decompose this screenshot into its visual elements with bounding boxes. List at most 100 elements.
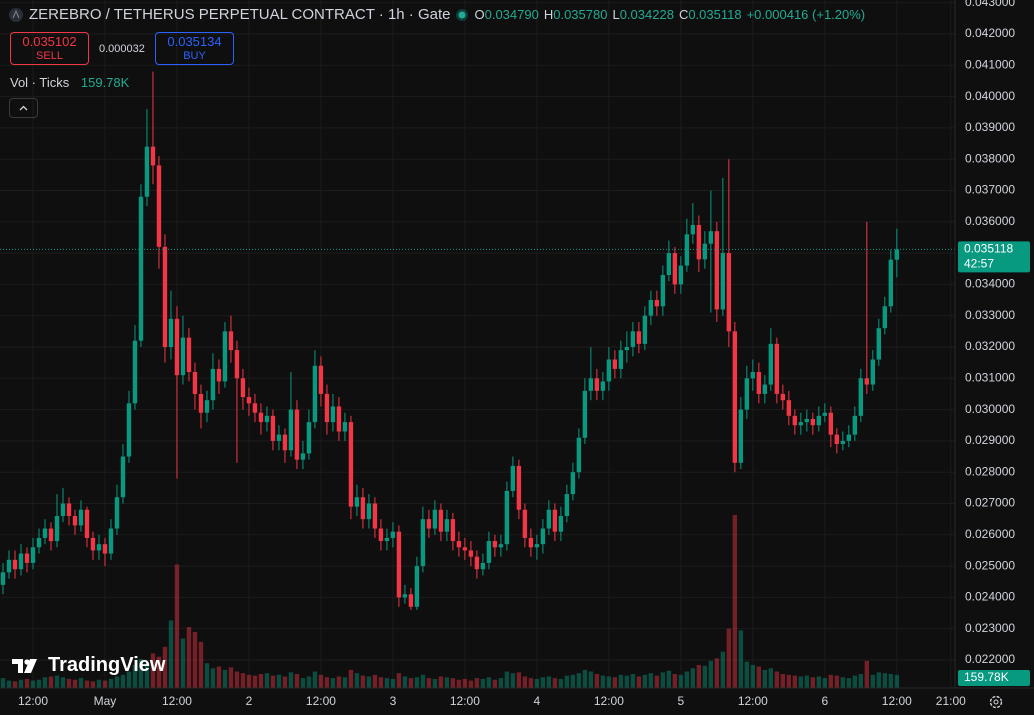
y-tick-label: 0.029000 [965,433,1015,447]
candle-body [876,328,882,360]
volume-bar [150,653,156,688]
candle-body [486,541,492,563]
x-tick-label: 5 [678,694,685,708]
candle-body [354,497,360,507]
volume-legend-value: 159.78K [80,75,130,90]
candle-body [234,350,240,379]
volume-bar [438,676,444,688]
volume-bar [522,676,528,688]
candle-body [42,528,48,538]
volume-bar [576,673,582,688]
volume-bar [114,676,120,688]
candle-body [774,343,780,394]
candle-body [438,509,444,532]
candle-body [642,315,648,344]
volume-legend-label: Vol · Ticks [10,75,70,90]
candle-body [60,503,66,517]
volume-bar [264,673,270,688]
volume-bar [894,674,900,688]
volume-bar [780,673,786,688]
volume-bar [840,677,846,688]
volume-bar [822,678,828,688]
volume-bar [498,678,504,688]
collapse-button[interactable] [9,98,38,118]
volume-bar [570,674,576,688]
candle-body [528,537,534,548]
sell-price: 0.035102 [22,33,77,49]
volume-bar [534,678,540,688]
ohlc-label: O [474,7,485,22]
volume-bar [426,678,432,688]
volume-bar [78,678,84,688]
volume-bar [672,673,678,688]
candle-body [18,553,24,570]
volume-bar [348,669,354,688]
x-tick-label: 12:00 [306,694,336,708]
volume-bar [192,631,198,688]
candle-body [858,378,864,416]
status-dot [456,8,469,21]
volume-bar [126,671,132,688]
volume-bar [624,675,630,688]
volume-bar [258,673,264,688]
candle-body [132,340,138,404]
candle-body [798,422,804,426]
candle-body [462,547,468,551]
candle-body [852,415,858,435]
candle-body [156,165,162,247]
symbol-title[interactable]: ZEREBRO / TETHERUS PERPETUAL CONTRACT · … [29,6,451,23]
volume-bar [552,678,558,688]
y-tick-label: 0.039000 [965,120,1015,134]
volume-bar [432,678,438,688]
candle-body [312,365,318,423]
volume-bar [84,680,90,688]
buy-button[interactable]: 0.035134 BUY [155,32,234,65]
volume-bar [384,678,390,688]
x-tick-label: 12:00 [450,694,480,708]
volume-bar [180,638,186,688]
candle-body [240,378,246,398]
y-tick-label: 0.030000 [965,402,1015,416]
x-tick-label: 3 [390,694,397,708]
candle-body [894,249,900,260]
volume-bar [792,675,798,688]
volume-bar [330,678,336,688]
ohlc-value: 0.034228 [619,7,674,22]
volume-bar [48,676,54,688]
volume-bar [582,669,588,688]
volume-bar [12,681,18,688]
candle-body [750,372,756,379]
y-tick-label: 0.033000 [965,308,1015,322]
volume-bar [294,673,300,688]
candle-body [762,384,768,394]
candle-body [654,300,660,307]
ohlc-label: C [678,7,689,22]
volume-bar [144,663,150,688]
volume-bar [186,627,192,688]
volume-bar [588,671,594,688]
watermark-logo [12,658,37,673]
volume-bar [390,678,396,688]
y-tick-label: 0.026000 [965,527,1015,541]
volume-bar [606,676,612,688]
sell-button[interactable]: 0.035102 SELL [10,32,89,65]
y-tick-label: 0.041000 [965,57,1015,71]
y-tick-label: 0.032000 [965,339,1015,353]
volume-bar [312,671,318,688]
volume-bar [558,678,564,688]
candle-body [264,415,270,423]
volume-bar [744,661,750,688]
volume-bar [90,681,96,688]
candle-body [828,412,834,435]
settings-icon[interactable] [987,693,1005,711]
volume-bar [0,678,6,688]
volume-bar [372,674,378,688]
x-tick-label: 21:00 [936,694,966,708]
last-volume-label: 159.78K [964,670,1009,684]
volume-bar [24,678,30,688]
volume-bar [300,678,306,688]
volume-bar [492,679,498,688]
volume-bar [96,679,102,688]
